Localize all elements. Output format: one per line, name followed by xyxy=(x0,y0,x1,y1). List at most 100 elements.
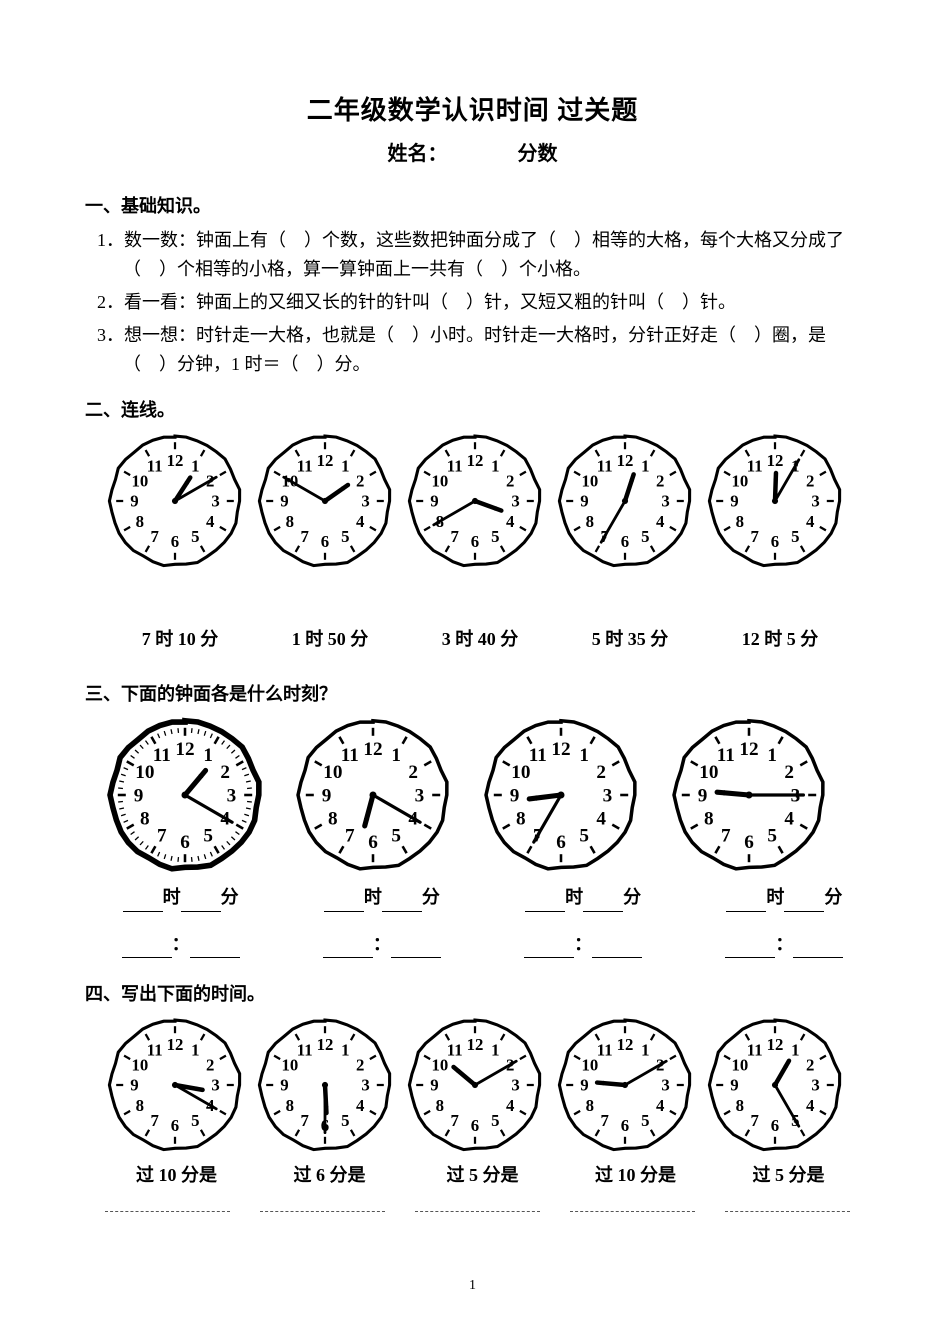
svg-text:3: 3 xyxy=(361,492,369,511)
svg-text:4: 4 xyxy=(656,512,665,531)
svg-text:11: 11 xyxy=(153,745,171,766)
svg-text:6: 6 xyxy=(771,532,779,551)
svg-text:11: 11 xyxy=(717,745,735,766)
blank-m[interactable] xyxy=(391,938,441,959)
clock-face: 123456789101112 xyxy=(255,431,395,571)
svg-text:8: 8 xyxy=(704,808,714,829)
svg-text:4: 4 xyxy=(596,808,606,829)
svg-text:8: 8 xyxy=(516,808,526,829)
svg-text:6: 6 xyxy=(171,532,179,551)
svg-text:2: 2 xyxy=(356,471,364,490)
svg-text:7: 7 xyxy=(151,1111,159,1130)
section3-colon-row: ：：：： xyxy=(105,930,860,959)
clock-face: 123456789101112 xyxy=(293,715,453,875)
blank-hour[interactable] xyxy=(123,891,163,912)
blank-hour[interactable] xyxy=(726,891,766,912)
clock-face: 123456789101112 xyxy=(705,431,845,571)
svg-text:9: 9 xyxy=(580,1076,588,1095)
svg-text:5: 5 xyxy=(491,527,499,546)
svg-text:7: 7 xyxy=(601,1111,609,1130)
time-label: 1 时 50 分 xyxy=(255,625,405,654)
answer-dash[interactable] xyxy=(415,1210,540,1212)
blank-min[interactable] xyxy=(181,891,221,912)
svg-text:12: 12 xyxy=(739,739,758,760)
section2-labels: 7 时 10 分1 时 50 分3 时 40 分5 时 35 分12 时 5 分 xyxy=(105,625,860,654)
svg-text:3: 3 xyxy=(415,785,425,806)
svg-text:11: 11 xyxy=(747,457,763,476)
svg-text:7: 7 xyxy=(157,825,167,846)
clock: 123456789101112 xyxy=(105,715,265,875)
svg-text:1: 1 xyxy=(191,1041,199,1060)
svg-text:12: 12 xyxy=(551,739,570,760)
svg-text:4: 4 xyxy=(806,1096,815,1115)
svg-text:8: 8 xyxy=(736,512,744,531)
blank-h[interactable] xyxy=(524,938,574,959)
svg-text:12: 12 xyxy=(167,1035,184,1054)
svg-text:8: 8 xyxy=(328,808,338,829)
svg-text:2: 2 xyxy=(596,762,606,783)
svg-text:6: 6 xyxy=(771,1116,779,1135)
section2-clock-row: 1234567891011121234567891011121234567891… xyxy=(105,431,860,571)
svg-text:4: 4 xyxy=(806,512,815,531)
subtitle-row: 姓名： 分数 xyxy=(85,138,860,170)
svg-text:12: 12 xyxy=(617,451,634,470)
blank-h[interactable] xyxy=(122,938,172,959)
svg-text:7: 7 xyxy=(151,527,159,546)
svg-text:7: 7 xyxy=(345,825,355,846)
clock: 123456789101112 xyxy=(255,1015,395,1155)
blank-h[interactable] xyxy=(323,938,373,959)
section1-heading: 一、基础知识。 xyxy=(85,192,860,221)
svg-text:6: 6 xyxy=(368,832,378,853)
svg-text:5: 5 xyxy=(391,825,401,846)
answer-dash[interactable] xyxy=(570,1210,695,1212)
svg-text:1: 1 xyxy=(341,1041,349,1060)
section4-clock-row: 1234567891011121234567891011121234567891… xyxy=(105,1015,860,1155)
svg-text:11: 11 xyxy=(597,457,613,476)
blank-hour[interactable] xyxy=(324,891,364,912)
svg-text:1: 1 xyxy=(191,457,199,476)
svg-text:4: 4 xyxy=(506,512,515,531)
svg-text:11: 11 xyxy=(597,1041,613,1060)
time-label: 12 时 5 分 xyxy=(705,625,855,654)
blank-m[interactable] xyxy=(793,938,843,959)
time-label: 5 时 35 分 xyxy=(555,625,705,654)
svg-text:12: 12 xyxy=(467,451,484,470)
svg-text:5: 5 xyxy=(641,1111,649,1130)
blank-m[interactable] xyxy=(190,938,240,959)
svg-text:12: 12 xyxy=(617,1035,634,1054)
svg-text:3: 3 xyxy=(661,1076,669,1095)
svg-text:9: 9 xyxy=(280,1076,288,1095)
answer-dash[interactable] xyxy=(725,1210,850,1212)
clock: 123456789101112 xyxy=(555,1015,695,1155)
blank-min[interactable] xyxy=(382,891,422,912)
blank-min[interactable] xyxy=(583,891,623,912)
svg-text:10: 10 xyxy=(135,762,154,783)
svg-text:6: 6 xyxy=(471,1116,479,1135)
page-number: 1 xyxy=(0,1275,945,1297)
svg-text:10: 10 xyxy=(731,1055,748,1074)
svg-text:11: 11 xyxy=(447,457,463,476)
blank-h[interactable] xyxy=(725,938,775,959)
svg-text:10: 10 xyxy=(581,471,598,490)
svg-text:1: 1 xyxy=(641,1041,649,1060)
svg-text:8: 8 xyxy=(136,512,144,531)
clock-face: 123456789101112 xyxy=(555,1015,695,1155)
svg-text:1: 1 xyxy=(203,745,213,766)
section3-heading: 三、下面的钟面各是什么时刻？ xyxy=(85,680,860,709)
fill-colon: ： xyxy=(105,930,256,959)
svg-text:12: 12 xyxy=(363,739,382,760)
svg-text:3: 3 xyxy=(811,1076,819,1095)
blank-min[interactable] xyxy=(784,891,824,912)
svg-text:1: 1 xyxy=(791,1041,799,1060)
blank-hour[interactable] xyxy=(525,891,565,912)
clock: 123456789101112 xyxy=(705,431,845,571)
clock-face: 123456789101112 xyxy=(105,715,265,875)
svg-text:5: 5 xyxy=(641,527,649,546)
answer-dash[interactable] xyxy=(260,1210,385,1212)
svg-text:6: 6 xyxy=(744,832,754,853)
svg-text:12: 12 xyxy=(175,739,194,760)
blank-m[interactable] xyxy=(592,938,642,959)
answer-dash[interactable] xyxy=(105,1210,230,1212)
svg-text:7: 7 xyxy=(301,1111,309,1130)
svg-text:8: 8 xyxy=(586,512,594,531)
